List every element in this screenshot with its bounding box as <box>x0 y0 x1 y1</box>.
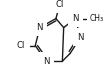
Text: Cl: Cl <box>17 41 25 50</box>
Text: CH₃: CH₃ <box>89 14 104 23</box>
Text: N: N <box>37 23 43 32</box>
Text: N: N <box>77 33 84 42</box>
Text: N: N <box>43 57 49 66</box>
Text: N: N <box>72 14 79 23</box>
Text: Cl: Cl <box>56 0 64 9</box>
